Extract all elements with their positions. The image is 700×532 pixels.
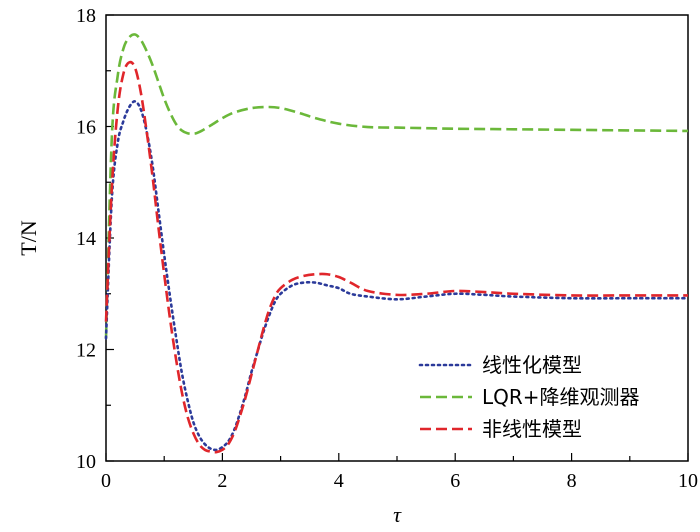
x-tick-label: 6 bbox=[450, 470, 460, 492]
y-tick-label: 12 bbox=[76, 340, 96, 362]
legend-label: 线性化模型 bbox=[482, 353, 582, 377]
axis-ticks bbox=[105, 14, 689, 462]
x-tick-label: 0 bbox=[101, 470, 111, 492]
x-tick-label: 10 bbox=[678, 470, 698, 492]
legend-label: 非线性模型 bbox=[482, 417, 582, 441]
series-line bbox=[104, 33, 689, 339]
y-tick-label: 14 bbox=[76, 228, 96, 250]
y-tick-label: 18 bbox=[76, 5, 96, 27]
y-tick-label: 10 bbox=[76, 451, 96, 473]
legend-label: LQR+降维观测器 bbox=[482, 385, 640, 409]
x-tick-label: 8 bbox=[567, 470, 577, 492]
series-line bbox=[104, 60, 688, 454]
y-axis-label: T/N bbox=[16, 220, 41, 256]
series-lines bbox=[104, 33, 690, 454]
x-tick-label: 2 bbox=[217, 470, 227, 492]
x-axis-label: τ bbox=[393, 502, 402, 527]
x-tick-label: 4 bbox=[334, 470, 344, 492]
y-tick-label: 16 bbox=[76, 117, 96, 139]
axis-tick-labels: 0 2 4 6 8 10 10 12 14 16 18 bbox=[76, 5, 698, 492]
